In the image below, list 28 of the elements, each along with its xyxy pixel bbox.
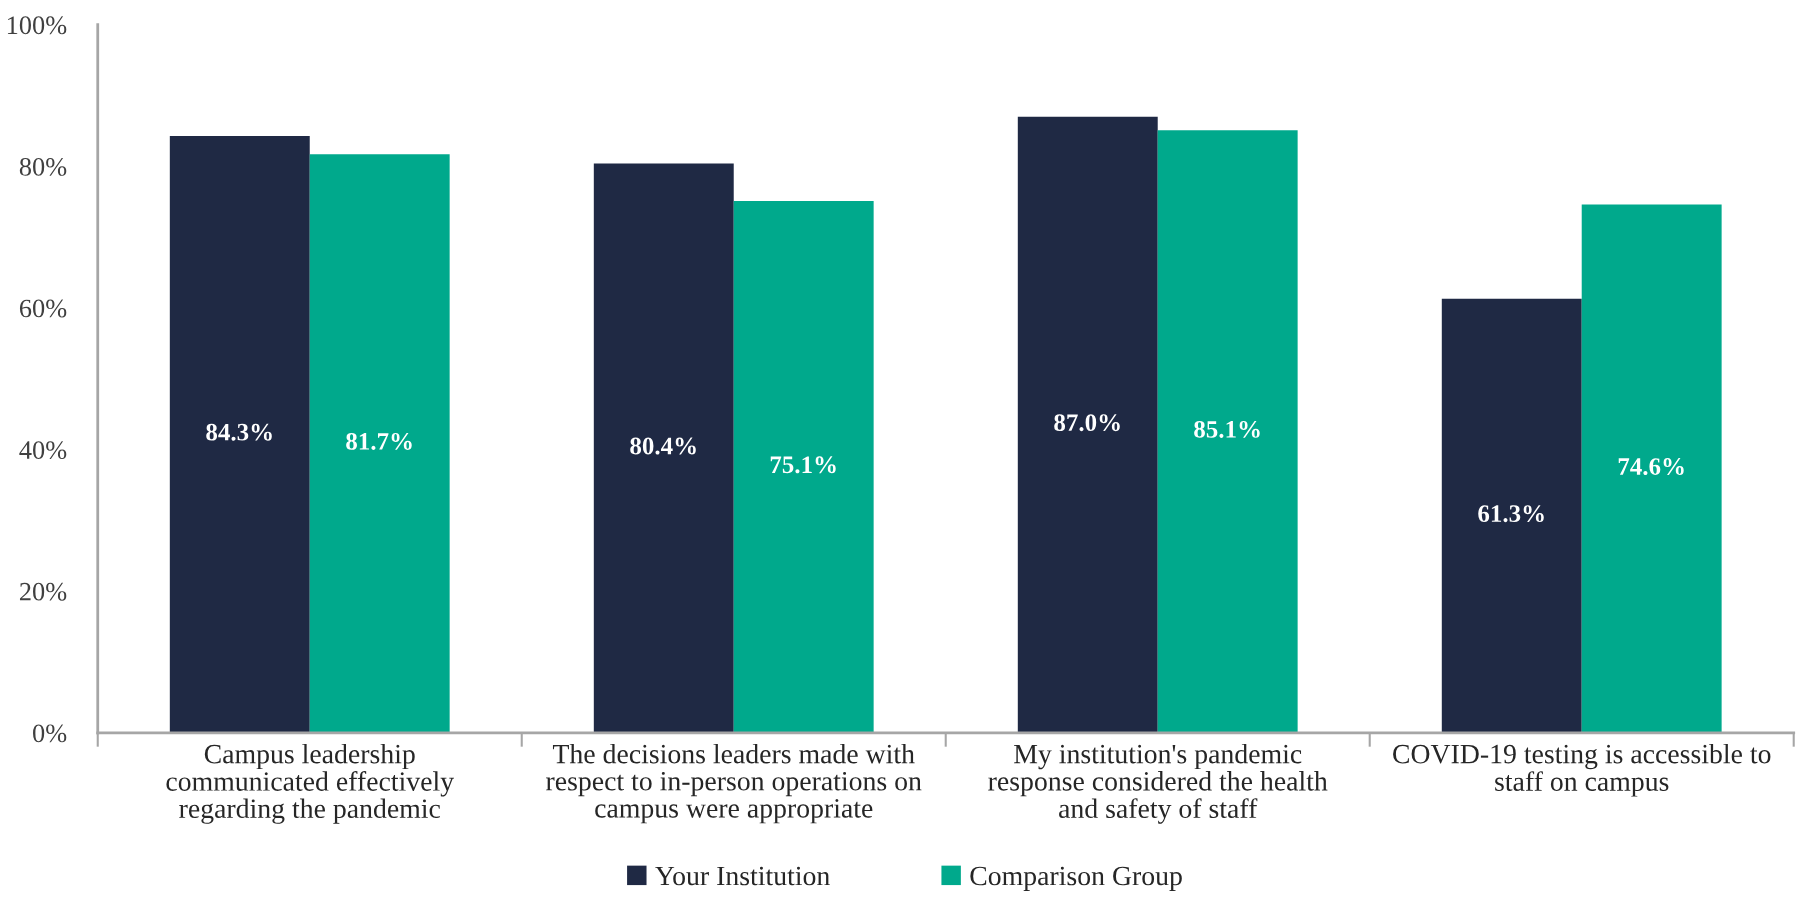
data-label: 74.6% <box>1618 458 1684 476</box>
bar <box>169 135 310 733</box>
data-label: 61.3% <box>1478 505 1544 523</box>
bar <box>1441 298 1582 733</box>
data-label: 80.4% <box>630 437 696 455</box>
data-label: 85.1% <box>1194 420 1260 438</box>
y-tick-label: 60% <box>19 299 67 318</box>
bar <box>593 163 734 733</box>
y-tick-label: 100% <box>7 16 67 35</box>
y-tick-label: 20% <box>19 582 67 601</box>
x-tick-label: The decisions leaders made with respect to in-person operations on campus were appropriate <box>546 743 922 824</box>
x-tick-label: COVID-19 testing is accessible to staff on campus <box>1393 743 1771 797</box>
data-label: 81.7% <box>346 432 412 450</box>
legend-label: Your Institution <box>655 866 830 886</box>
legend-label: Comparison Group <box>970 866 1182 891</box>
bar <box>309 154 450 733</box>
data-label: 75.1% <box>770 456 836 474</box>
bar <box>733 201 874 733</box>
bar <box>1017 116 1158 733</box>
y-tick-label: 0% <box>33 724 67 743</box>
y-tick-label: 40% <box>19 441 67 460</box>
x-tick-label: My institution's pandemic response considered the health and safety of staff <box>988 743 1328 824</box>
x-tick-label: Campus leadership communicated effectively regarding the pandemic <box>166 743 454 824</box>
bar <box>1157 130 1298 733</box>
data-label: 87.0% <box>1054 414 1120 432</box>
y-tick-label: 80% <box>19 157 67 176</box>
bar <box>1581 204 1722 733</box>
data-label: 84.3% <box>206 423 272 441</box>
